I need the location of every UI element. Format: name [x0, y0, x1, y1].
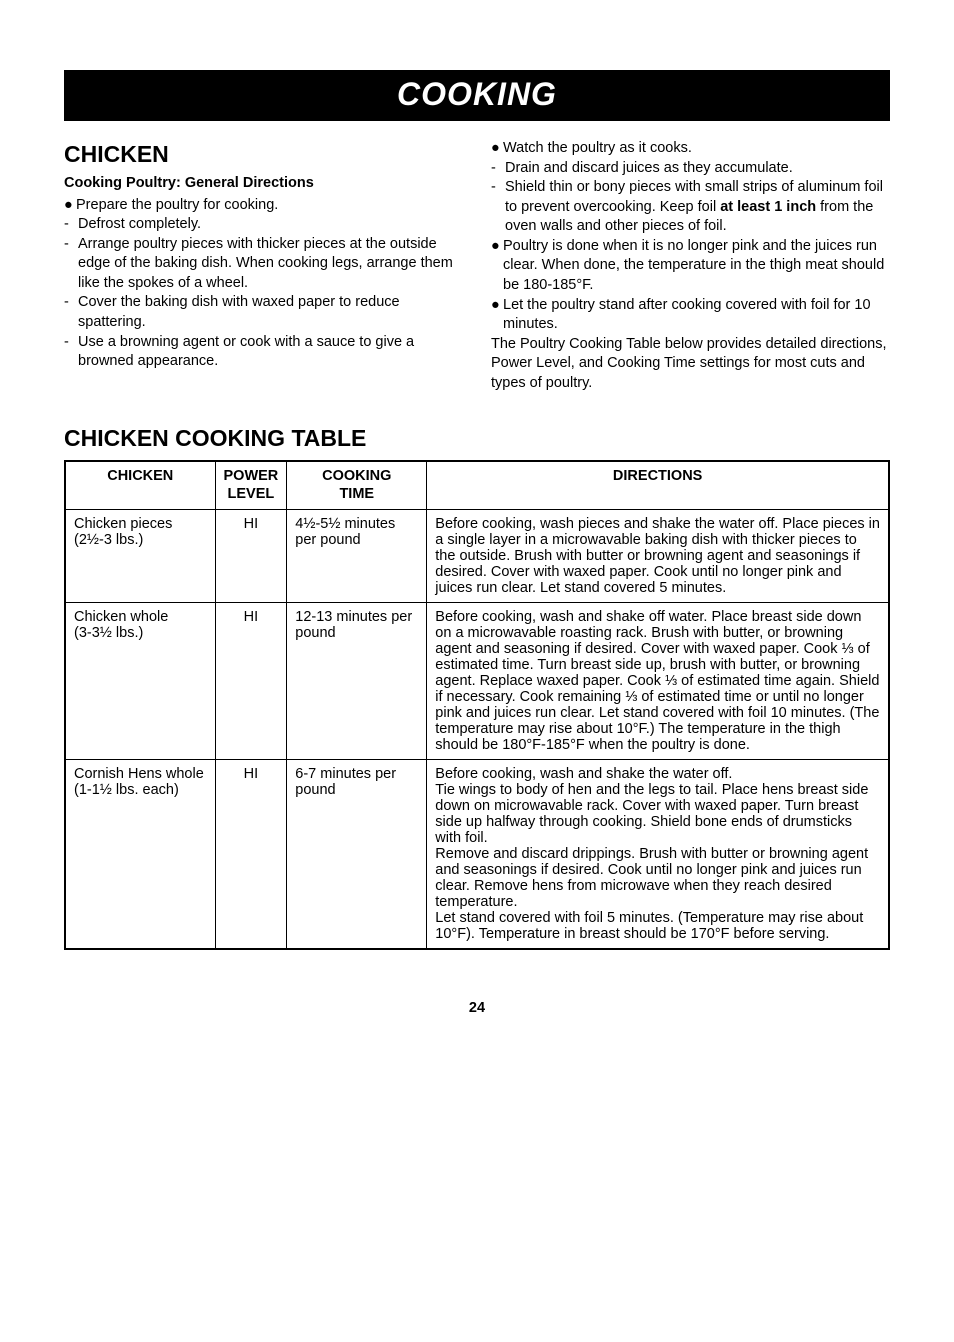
dash-item: -Shield thin or bony pieces with small s…: [491, 178, 890, 237]
list-text: Defrost completely.: [78, 215, 463, 235]
two-column-body: CHICKEN Cooking Poultry: General Directi…: [64, 139, 890, 393]
table-cell: Before cooking, wash and shake off water…: [427, 603, 889, 760]
table-cell: Chicken pieces(2½-3 lbs.): [65, 510, 215, 603]
list-text: Use a browning agent or cook with a sauc…: [78, 333, 463, 372]
list-marker: ●: [64, 196, 76, 216]
dash-item: -Arrange poultry pieces with thicker pie…: [64, 235, 463, 294]
bullet-item: ●Poultry is done when it is no longer pi…: [491, 237, 890, 296]
paragraph: The Poultry Cooking Table below provides…: [491, 335, 890, 394]
list-text: Let the poultry stand after cooking cove…: [503, 296, 890, 335]
list-marker: -: [64, 215, 78, 235]
bullet-item: ●Let the poultry stand after cooking cov…: [491, 296, 890, 335]
right-column: ●Watch the poultry as it cooks.-Drain an…: [491, 139, 890, 393]
bullet-item: ●Prepare the poultry for cooking.: [64, 196, 463, 216]
table-cell: HI: [215, 760, 287, 950]
list-text: Shield thin or bony pieces with small st…: [505, 178, 890, 237]
table-cell: Before cooking, wash and shake the water…: [427, 760, 889, 950]
chicken-cooking-table: CHICKENPOWERLEVELCOOKINGTIMEDIRECTIONS C…: [64, 460, 890, 950]
banner-title: COOKING: [64, 70, 890, 121]
page-number: 24: [64, 1000, 890, 1016]
section-title: CHICKEN: [64, 139, 463, 170]
dash-item: -Use a browning agent or cook with a sau…: [64, 333, 463, 372]
table-header: CHICKEN: [65, 461, 215, 509]
table-title: CHICKEN COOKING TABLE: [64, 425, 890, 452]
table-cell: Cornish Hens whole(1-1½ lbs. each): [65, 760, 215, 950]
list-text: Watch the poultry as it cooks.: [503, 139, 890, 159]
subsection-title: Cooking Poultry: General Directions: [64, 174, 463, 194]
list-marker: -: [64, 235, 78, 255]
table-cell: Chicken whole(3-3½ lbs.): [65, 603, 215, 760]
list-marker: ●: [491, 139, 503, 159]
bullet-item: ●Watch the poultry as it cooks.: [491, 139, 890, 159]
list-marker: -: [64, 333, 78, 353]
dash-item: -Cover the baking dish with waxed paper …: [64, 293, 463, 332]
list-text: Poultry is done when it is no longer pin…: [503, 237, 890, 296]
table-cell: 4½-5½ minutes per pound: [287, 510, 427, 603]
list-text: Arrange poultry pieces with thicker piec…: [78, 235, 463, 294]
list-marker: ●: [491, 296, 503, 316]
page: COOKING CHICKEN Cooking Poultry: General…: [0, 0, 954, 1066]
table-header: POWERLEVEL: [215, 461, 287, 509]
table-row: Chicken whole(3-3½ lbs.)HI12-13 minutes …: [65, 603, 889, 760]
table-cell: Before cooking, wash pieces and shake th…: [427, 510, 889, 603]
table-cell: HI: [215, 510, 287, 603]
list-marker: -: [491, 178, 505, 198]
table-cell: 6-7 minutes per pound: [287, 760, 427, 950]
table-header: DIRECTIONS: [427, 461, 889, 509]
list-text: Cover the baking dish with waxed paper t…: [78, 293, 463, 332]
left-column: CHICKEN Cooking Poultry: General Directi…: [64, 139, 463, 393]
list-text: Drain and discard juices as they accumul…: [505, 159, 890, 179]
dash-item: -Defrost completely.: [64, 215, 463, 235]
dash-item: -Drain and discard juices as they accumu…: [491, 159, 890, 179]
table-header: COOKINGTIME: [287, 461, 427, 509]
table-row: Cornish Hens whole(1-1½ lbs. each)HI6-7 …: [65, 760, 889, 950]
list-text: Prepare the poultry for cooking.: [76, 196, 463, 216]
table-row: Chicken pieces(2½-3 lbs.)HI4½-5½ minutes…: [65, 510, 889, 603]
list-marker: -: [491, 159, 505, 179]
table-cell: 12-13 minutes per pound: [287, 603, 427, 760]
table-cell: HI: [215, 603, 287, 760]
list-marker: -: [64, 293, 78, 313]
list-marker: ●: [491, 237, 503, 257]
